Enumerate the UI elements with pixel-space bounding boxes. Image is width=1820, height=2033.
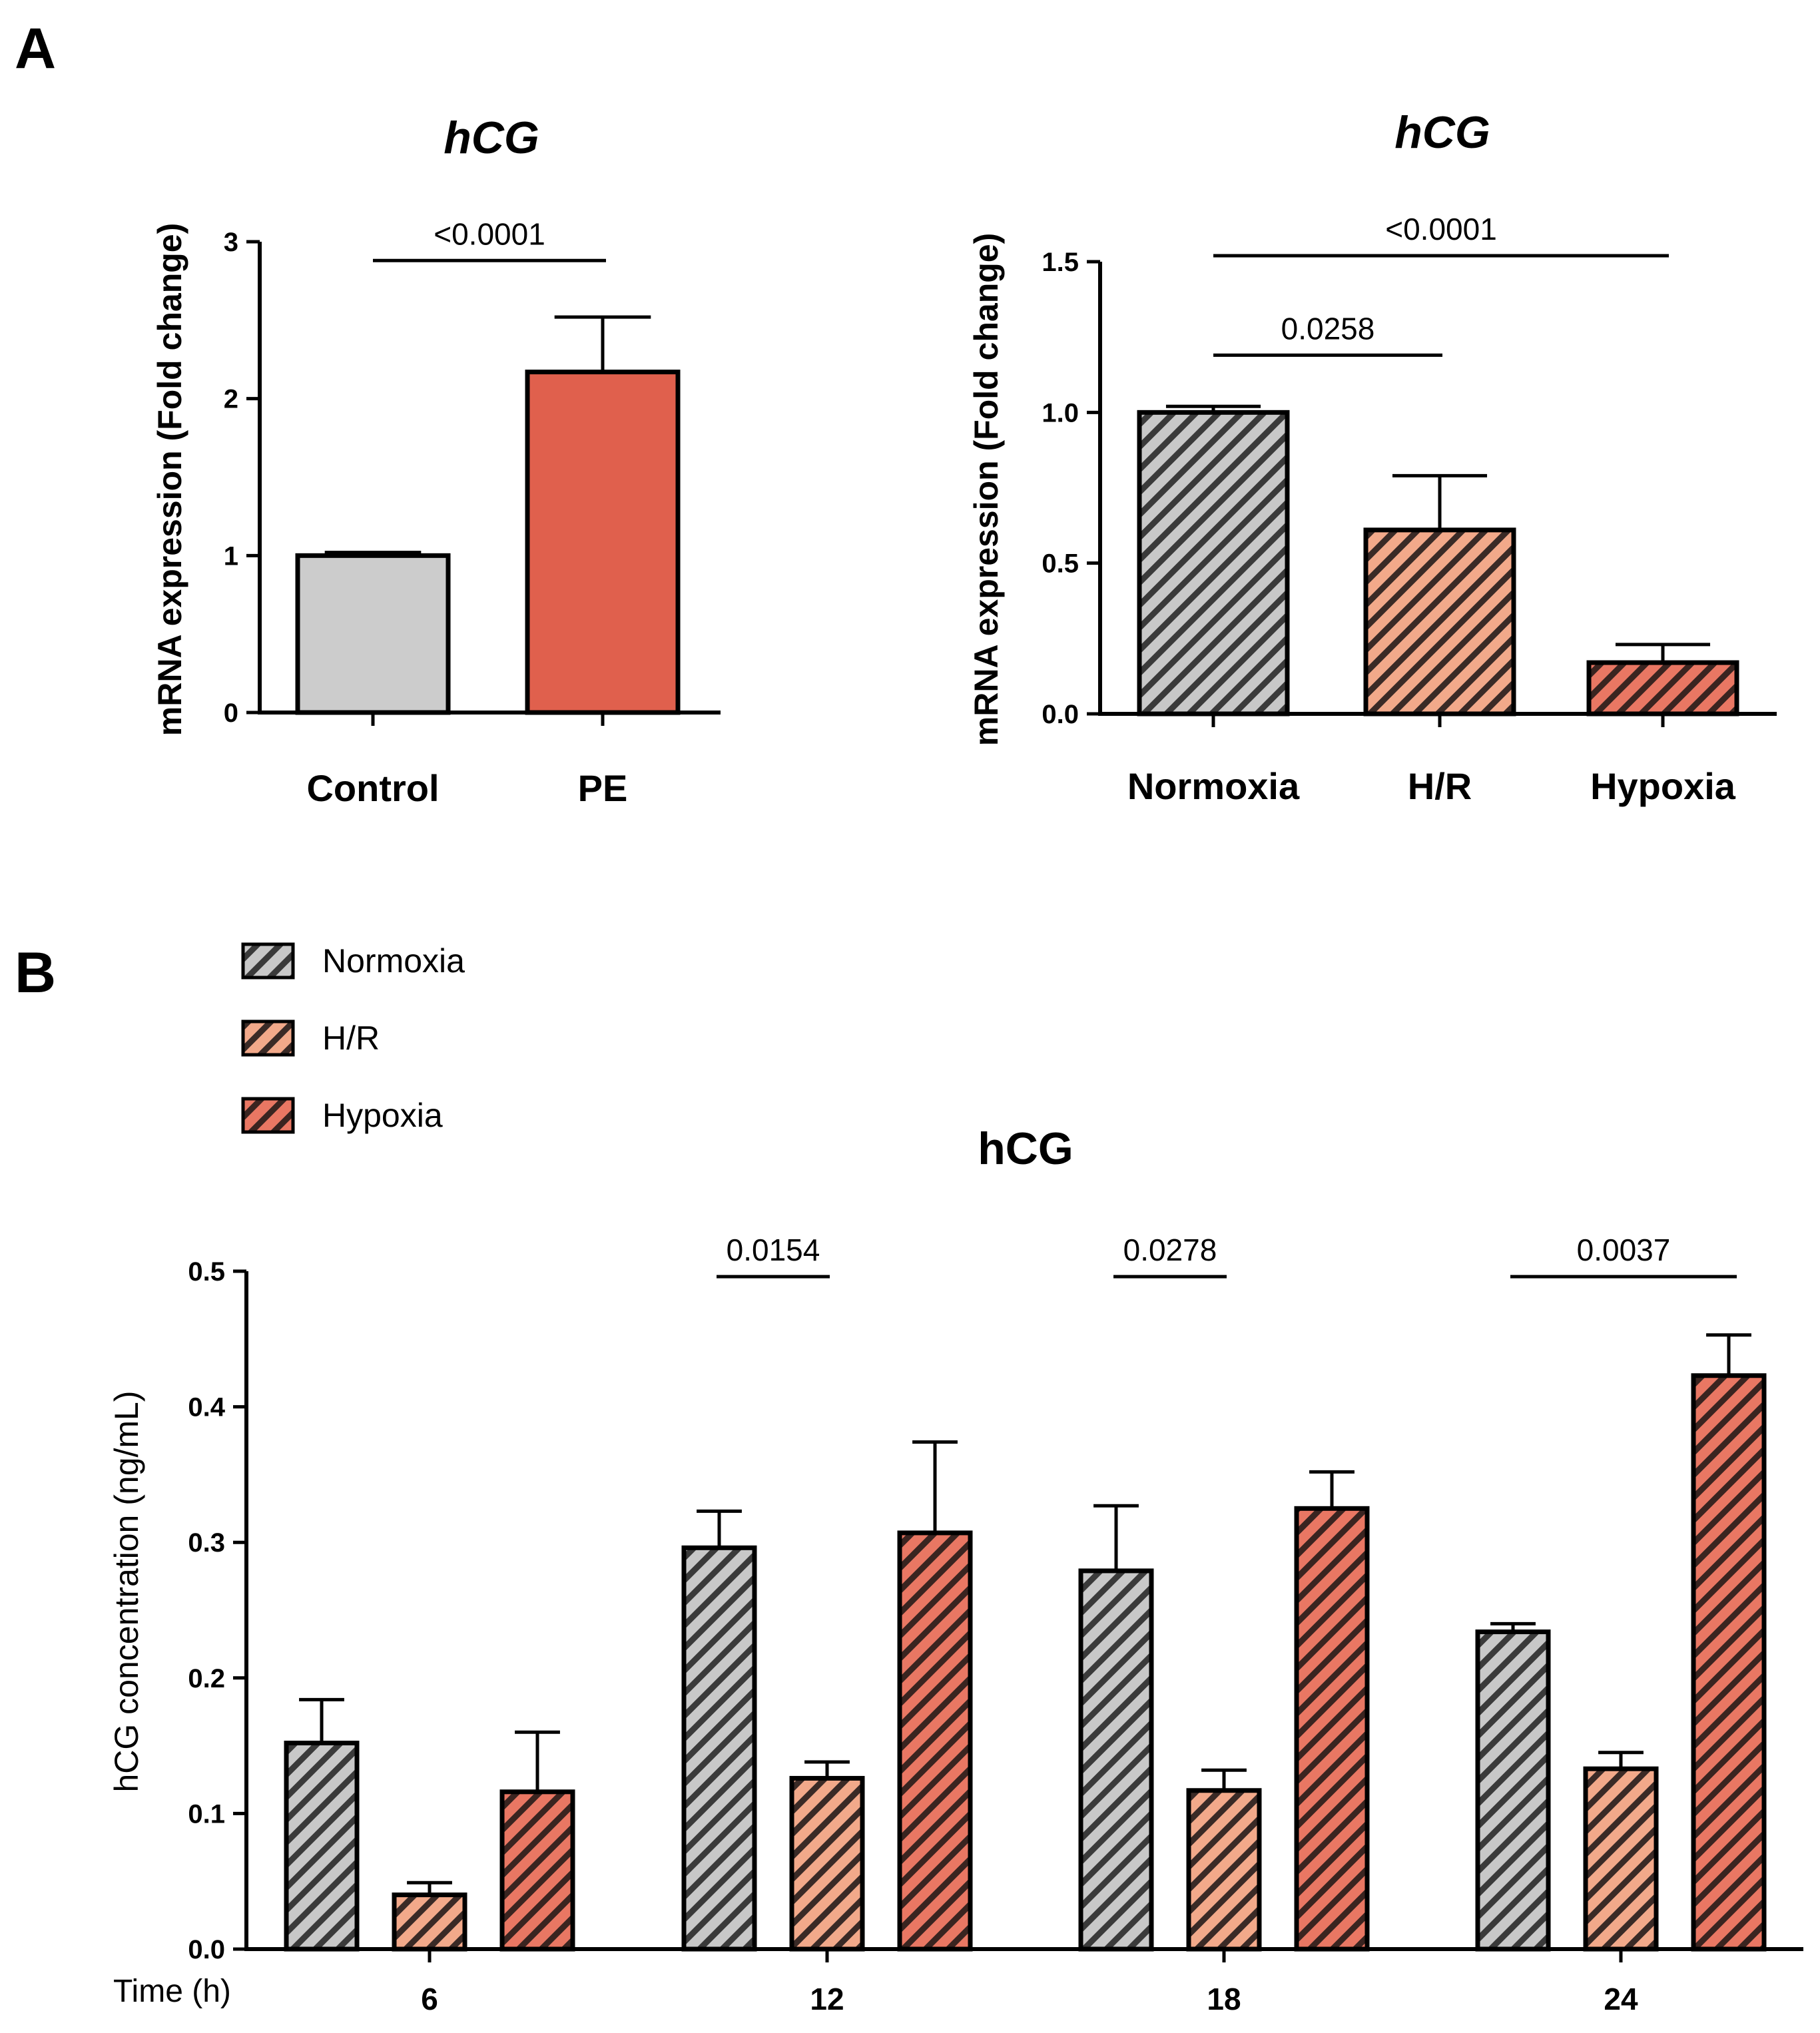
chart-control-pe-plot: 0 1 2 3 Control PE <0.0001 xyxy=(224,216,721,809)
chart-control-pe: hCG mRNA expression (Fold change) 0 1 2 3 Co… xyxy=(151,113,721,809)
y-tick-label: 0.0 xyxy=(1042,700,1079,729)
bar xyxy=(1137,410,1290,717)
x-tick-label: Control xyxy=(306,767,439,809)
chart-normoxia-hr-hypoxia: hCG mRNA expression (Fold change) 0.0 0.5… xyxy=(968,107,1777,807)
p-value-label: 0.0278 xyxy=(1123,1233,1217,1267)
bar xyxy=(681,1545,757,1952)
x-tick-label: Hypoxia xyxy=(1590,765,1736,807)
panel-label-b: B xyxy=(15,941,56,1005)
bar xyxy=(499,1789,575,1952)
p-value-label: <0.0001 xyxy=(434,216,545,251)
bar xyxy=(1583,1766,1659,1952)
legend-item-normoxia: Normoxia xyxy=(241,942,465,980)
chart-control-pe-title: hCG xyxy=(444,113,539,163)
legend-item-hr: H/R xyxy=(241,1019,380,1057)
chart-time-course-ylabel: hCG concentration (ng/mL) xyxy=(108,1390,145,1792)
bar xyxy=(1691,1373,1767,1952)
bar xyxy=(1475,1629,1551,1952)
x-tick-label: 18 xyxy=(1207,1982,1241,2016)
bar xyxy=(392,1892,467,1952)
bar xyxy=(1294,1506,1370,1952)
bar xyxy=(1363,527,1516,717)
y-tick-label: 0.5 xyxy=(1042,549,1079,579)
legend-label-hypoxia: Hypoxia xyxy=(322,1097,443,1134)
bar xyxy=(897,1530,973,1952)
bar xyxy=(1586,660,1739,717)
y-tick-label: 0.1 xyxy=(188,1799,225,1829)
p-value-label: <0.0001 xyxy=(1385,212,1497,246)
x-tick-label: 12 xyxy=(810,1982,844,2016)
y-tick-label: 3 xyxy=(224,228,238,257)
chart-time-course-plot: 0.0 0.1 0.2 0.3 0.4 0.5 6 12 18 24 0.0154 0.0278 0.0… xyxy=(188,1233,1803,2016)
x-tick-label: PE xyxy=(578,767,628,809)
y-tick-label: 0 xyxy=(224,699,238,728)
chart-time-course-title: hCG xyxy=(978,1123,1073,1174)
legend-swatch-normoxia xyxy=(241,942,295,980)
x-tick-label: Normoxia xyxy=(1127,765,1300,807)
legend-swatch-hypoxia xyxy=(241,1097,295,1134)
y-tick-label: 0.3 xyxy=(188,1528,225,1558)
legend-swatch-hr xyxy=(241,1019,295,1057)
panel-label-a: A xyxy=(15,17,56,81)
x-tick-label: 6 xyxy=(421,1982,438,2016)
legend-label-hr: H/R xyxy=(322,1019,380,1057)
bar xyxy=(789,1775,865,1952)
chart-normoxia-hr-hypoxia-plot: 0.0 0.5 1.0 1.5 Normoxia H/R Hypoxia 0.0258 <0.0… xyxy=(1042,212,1777,807)
y-tick-label: 0.0 xyxy=(188,1935,225,1964)
y-tick-label: 1.5 xyxy=(1042,248,1079,277)
y-tick-label: 1.0 xyxy=(1042,398,1079,428)
x-tick-label: 24 xyxy=(1604,1982,1638,2016)
y-tick-label: 0.5 xyxy=(188,1257,225,1287)
x-axis-prefix: Time (h) xyxy=(113,1974,231,2009)
legend-label-normoxia: Normoxia xyxy=(322,942,465,980)
y-tick-label: 1 xyxy=(224,541,238,571)
bar xyxy=(525,370,681,715)
bar xyxy=(1078,1568,1154,1952)
p-value-label: 0.0258 xyxy=(1281,311,1375,346)
bar xyxy=(1186,1788,1262,1952)
bar xyxy=(284,1741,360,1952)
chart-normoxia-hr-hypoxia-ylabel: mRNA expression (Fold change) xyxy=(968,233,1005,746)
chart-normoxia-hr-hypoxia-title: hCG xyxy=(1394,107,1490,158)
y-tick-label: 2 xyxy=(224,385,238,414)
y-tick-label: 0.2 xyxy=(188,1664,225,1693)
p-value-label: 0.0037 xyxy=(1577,1233,1671,1267)
chart-control-pe-ylabel: mRNA expression (Fold change) xyxy=(151,223,188,736)
p-value-label: 0.0154 xyxy=(727,1233,820,1267)
chart-time-course: hCG hCG concentration (ng/mL) Time (h) N… xyxy=(108,942,1803,2016)
legend: Normoxia H/R Hypoxia xyxy=(241,942,465,1134)
y-tick-label: 0.4 xyxy=(188,1393,225,1422)
bar xyxy=(295,553,451,715)
x-tick-label: H/R xyxy=(1408,765,1472,807)
legend-item-hypoxia: Hypoxia xyxy=(241,1097,443,1134)
